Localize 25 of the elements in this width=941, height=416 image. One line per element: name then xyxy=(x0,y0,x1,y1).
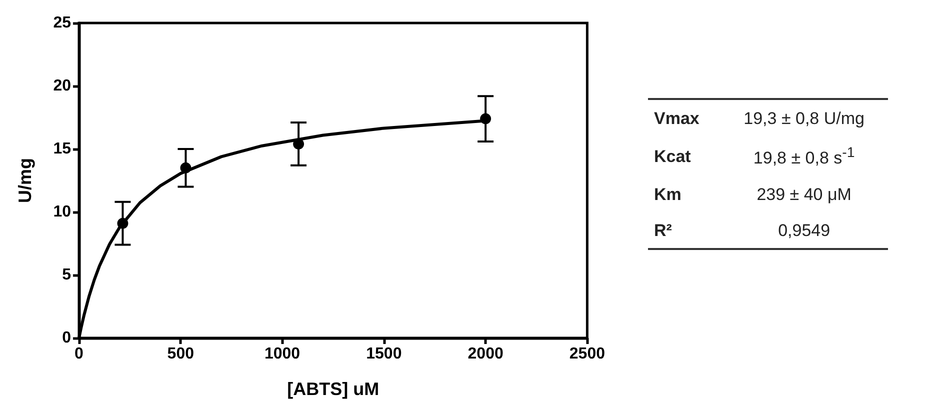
x-tick-label: 0 xyxy=(74,346,84,362)
x-tick-label: 2000 xyxy=(468,346,504,362)
text: R² xyxy=(653,220,673,242)
y-tick-label: 10 xyxy=(53,204,72,220)
text: 239 ± 40 μM xyxy=(756,184,852,206)
point xyxy=(180,162,192,174)
y-tick-label: 20 xyxy=(53,78,72,94)
text: Vmax xyxy=(653,108,700,130)
point xyxy=(480,113,492,124)
text: Km xyxy=(653,184,682,206)
x-tick-label: 1000 xyxy=(264,346,300,362)
y-tick-label: 15 xyxy=(53,140,72,158)
y-tick-label: 0 xyxy=(62,330,72,346)
text: 0,9549 xyxy=(777,220,832,242)
y-tick-label: 5 xyxy=(62,266,72,284)
text: 19,3 ± 0,8 U/mg xyxy=(742,108,866,130)
x-tick-label: 2500 xyxy=(569,346,606,362)
y-tick-label: 25 xyxy=(53,14,72,32)
y-axis-title: U/mg xyxy=(15,158,35,203)
x-tick-label: 1500 xyxy=(366,346,402,362)
text: Kcat xyxy=(653,146,692,168)
x-tick-label: 500 xyxy=(167,346,194,362)
point xyxy=(117,218,128,229)
text: 19,8 ± 0,8 s$^{-1}$ xyxy=(752,144,856,170)
x-axis-title: [ABTS] uM xyxy=(287,379,380,399)
